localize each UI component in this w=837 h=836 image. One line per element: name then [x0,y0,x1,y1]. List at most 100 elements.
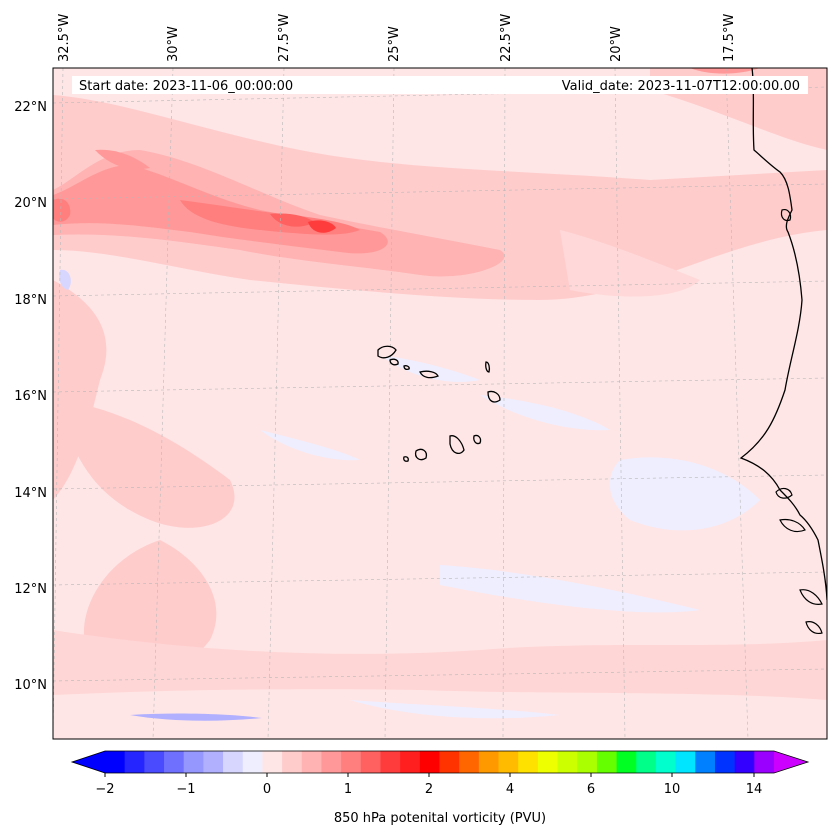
colorbar-cell [400,751,421,773]
colorbar-cell [695,751,716,773]
colorbar-cell [380,751,401,773]
colorbar-cells [105,751,775,773]
colorbar-tick-label: 0 [263,782,271,797]
colorbar-tick-label: 10 [664,782,681,797]
pv-neg-a [260,430,360,461]
pv-patch-central [560,230,700,297]
date-banner [72,76,808,94]
colorbar-cell [478,751,499,773]
colorbar-extend-max [774,751,808,773]
pv-patch-top-edge [690,68,760,74]
colorbar-ticks: −2 −1 0 1 2 4 6 10 14 [95,773,762,797]
pv-field [53,68,827,739]
island-santa-luzia [403,365,410,371]
colorbar-cell [518,751,539,773]
lat-label: 10°N [14,678,47,693]
valid-date-label: Valid_date: 2023-11-07T12:00:00.00 [562,79,800,94]
colorbar-cell [282,751,303,773]
map-frame [52,67,828,740]
island-maio [473,434,482,445]
colorbar-cell [419,751,440,773]
colorbar-cell [754,751,775,773]
colorbar-cell [714,751,736,773]
colorbar-label: 850 hPa potenital vorticity (PVU) [334,811,546,826]
pv-patch-west-edge [53,198,71,222]
colorbar-extend-min [72,751,105,773]
lon-label: 20°W [609,26,624,62]
island-sal [485,361,491,373]
pv-neg-west [59,269,71,290]
colorbar-cell [144,751,165,773]
island-fogo [414,448,428,461]
colorbar-cell [537,751,558,773]
colorbar-cell [616,751,637,773]
lon-label: 17.5°W [722,14,737,62]
colorbar-cell [577,751,598,773]
colorbar-cell [223,751,244,773]
longitude-labels: 32.5°W 30°W 27.5°W 25°W 22.5°W 20°W 17.5… [57,14,737,62]
island-boa-vista [487,390,501,403]
colorbar-cell [301,751,322,773]
lat-label: 22°N [14,100,47,115]
colorbar-cell [164,751,185,773]
pv-neg-c [480,395,610,431]
island-sao-vicente [389,358,399,366]
pv-neg-d [609,457,760,531]
island-sao-nicolau [419,370,439,379]
pv-core-a [270,213,315,227]
lat-label: 14°N [14,486,47,501]
colorbar-cell [459,751,480,773]
colorbar-cell [675,751,696,773]
pv-neg-strong [130,713,262,721]
colorbar-tick-label: 1 [344,782,352,797]
colorbar-tick-label: 14 [746,782,763,797]
lon-label: 30°W [166,26,181,62]
colorbar-tick-label: 6 [587,782,595,797]
pv-neg-e [440,565,700,613]
colorbar-cell [124,751,145,773]
colorbar-cell [734,751,755,773]
pv-core-max [308,220,336,233]
colorbar-cell [498,751,519,773]
colorbar-cell [242,751,263,773]
lon-label: 22.5°W [499,14,514,62]
lat-label: 20°N [14,196,47,211]
pv-neg-f [350,700,560,719]
lat-label: 18°N [14,293,47,308]
lat-label: 16°N [14,389,47,404]
colorbar-cell [203,751,224,773]
cape-verde-islands [377,345,501,462]
lon-label: 32.5°W [57,14,72,62]
pv-band-southern [53,630,827,700]
colorbar-cell [439,751,460,773]
colorbar-cell [262,751,283,773]
pv-patch-southwest [60,400,235,528]
colorbar-cell [183,751,204,773]
gridlines [53,68,827,739]
colorbar-tick-label: −1 [176,782,195,797]
pv-patch-northwest [95,149,150,170]
colorbar-cell [321,751,342,773]
island-brava [403,456,409,462]
colorbar-cell [105,751,126,773]
start-date-label: Start date: 2023-11-06_00:00:00 [79,79,293,94]
colorbar-tick-label: −2 [95,782,114,797]
colorbar-cell [636,751,657,773]
pv-patch-west [53,280,107,500]
colorbar-cell [655,751,677,773]
coastline [739,68,827,601]
latitude-labels: 22°N 20°N 18°N 16°N 14°N 12°N 10°N [14,100,47,693]
coastal-islands [775,209,823,635]
pv-neg-b [380,355,480,382]
lon-label: 25°W [387,26,402,62]
lon-label: 27.5°W [277,14,292,62]
colorbar-cell [596,751,617,773]
map-panel: Start date: 2023-11-06_00:00:00 Valid_da… [14,14,828,740]
colorbar-tick-label: 4 [506,782,514,797]
colorbar-cell [360,751,381,773]
colorbar-cell [341,751,362,773]
colorbar-cell [557,751,578,773]
island-santiago [449,435,465,455]
island-santo-antao [377,345,397,359]
